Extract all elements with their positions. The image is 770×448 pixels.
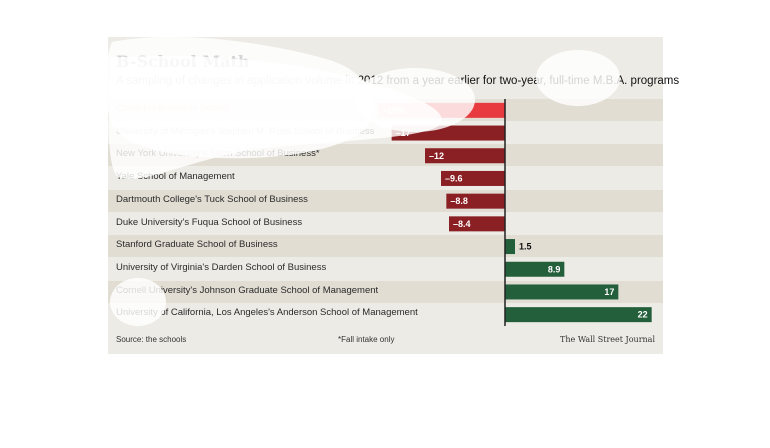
category-row: Dartmouth College's Tuck School of Busin… [108,189,663,212]
category-row: Stanford Graduate School of Business [108,235,663,258]
category-label: University of Michigan's Stephen M. Ross… [116,125,375,137]
source-note: Source: the schools [116,335,187,344]
credit-line: The Wall Street Journal [560,335,655,344]
chart-subtitle: A sampling of changes in application vol… [116,75,680,87]
category-row: Cornell University's Johnson Graduate Sc… [108,280,663,303]
category-row: New York University's Stern School of Bu… [108,144,663,167]
category-label: Cornell University's Johnson Graduate Sc… [116,284,379,296]
category-label: Columbia Business School [116,103,230,114]
category-row: Duke University's Fuqua School of Busine… [108,213,663,235]
category-row: University of Virginia's Darden School o… [108,258,663,280]
category-row: Columbia Business School [108,99,663,121]
category-label: Yale School of Management [116,171,235,183]
footnote: *Fall intake only [338,335,395,344]
chart-title: B-School Math [116,52,250,71]
category-row: Yale School of Management [108,167,663,189]
category-label: Duke University's Fuqua School of Busine… [116,216,303,228]
category-label: University of Virginia's Darden School o… [116,261,327,273]
category-label: New York University's Stern School of Bu… [116,148,320,160]
category-row: University of Michigan's Stephen M. Ross… [108,122,663,144]
category-row: University of California, Los Angeles's … [108,303,663,325]
category-label: Stanford Graduate School of Business [116,239,278,251]
category-label: Dartmouth College's Tuck School of Busin… [116,193,308,205]
category-label: University of California, Los Angeles's … [116,307,418,319]
